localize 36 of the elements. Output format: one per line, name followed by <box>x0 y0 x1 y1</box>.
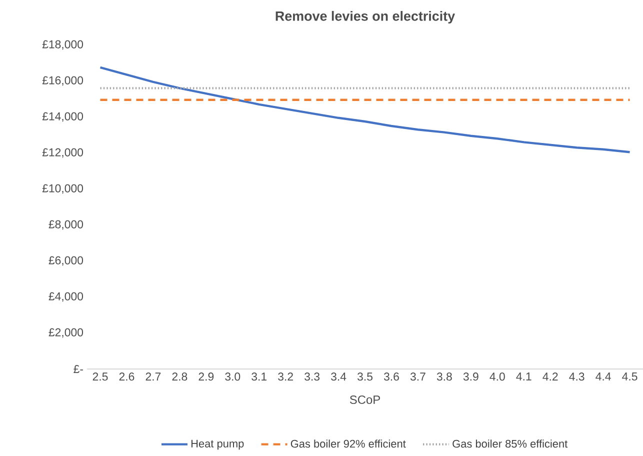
x-axis-title: SCoP <box>350 395 380 404</box>
legend-label: Gas boiler 92% efficient <box>290 440 406 448</box>
chart-title: Remove levies on electricity <box>276 10 455 24</box>
x-tick-label: 3.1 <box>252 372 267 381</box>
x-tick-label: 2.6 <box>119 372 134 381</box>
legend-label: Heat pump <box>191 440 244 450</box>
y-tick-label: £2,000 <box>48 328 84 338</box>
x-tick-label: 4.3 <box>569 372 584 381</box>
y-tick-label: £8,000 <box>48 220 84 230</box>
x-tick-label: 3.9 <box>463 372 478 381</box>
x-tick-label: 4.2 <box>542 372 558 381</box>
y-tick-label: £16,000 <box>42 76 84 86</box>
x-tick-label: 4.4 <box>596 372 611 380</box>
y-tick-label: £10,000 <box>42 184 84 194</box>
x-tick-label: 4.0 <box>490 372 505 381</box>
y-tick-label: £- <box>74 365 83 373</box>
x-tick-label: 3.3 <box>304 372 320 381</box>
x-tick-label: 2.5 <box>92 372 108 381</box>
x-tick-label: 4.5 <box>622 372 638 381</box>
x-tick-label: 3.8 <box>436 372 452 381</box>
y-tick-label: £18,000 <box>42 40 84 50</box>
x-tick-label: 4.1 <box>516 372 532 380</box>
x-tick-label: 3.0 <box>225 372 240 381</box>
x-tick-label: 3.6 <box>384 372 399 381</box>
x-tick-label: 2.8 <box>172 372 188 381</box>
x-tick-label: 2.9 <box>198 372 214 381</box>
x-tick-label: 3.4 <box>331 372 346 381</box>
x-tick-label: 3.5 <box>357 372 372 381</box>
y-tick-label: £4,000 <box>48 292 84 302</box>
legend-label: Gas boiler 85% efficient <box>452 440 568 448</box>
x-tick-label: 3.2 <box>278 372 293 381</box>
y-tick-label: £6,000 <box>48 256 84 266</box>
x-tick-label: 2.7 <box>146 372 161 381</box>
y-tick-label: £14,000 <box>42 112 84 122</box>
x-tick-label: 3.7 <box>410 372 426 381</box>
y-tick-label: £12,000 <box>42 148 84 158</box>
